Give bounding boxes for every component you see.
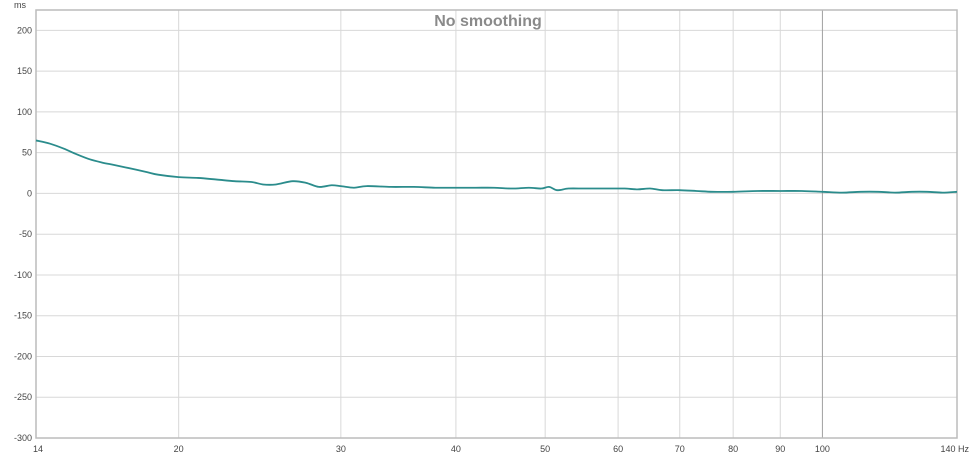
chart-title: No smoothing bbox=[434, 13, 542, 30]
y-tick-label: -100 bbox=[14, 270, 32, 280]
x-tick-label: 140 Hz bbox=[940, 444, 969, 454]
y-tick-label: 50 bbox=[22, 148, 32, 158]
y-tick-label: -150 bbox=[14, 311, 32, 321]
group-delay-line bbox=[35, 139, 958, 194]
grid bbox=[35, 10, 958, 439]
y-tick-label: 0 bbox=[27, 188, 32, 198]
x-tick-label: 50 bbox=[540, 444, 550, 454]
y-axis-unit: ms bbox=[14, 0, 26, 10]
y-tick-label: -300 bbox=[14, 433, 32, 443]
x-tick-label: 70 bbox=[675, 444, 685, 454]
y-tick-label: 200 bbox=[17, 25, 32, 35]
x-tick-label: 20 bbox=[174, 444, 184, 454]
x-tick-label: 40 bbox=[451, 444, 461, 454]
plot-frame bbox=[35, 9, 958, 439]
y-axis: 200 150 100 50 0 -50 -100 -150 -200 -250 -300 bbox=[14, 25, 32, 443]
y-tick-label: -250 bbox=[14, 392, 32, 402]
x-tick-label: 90 bbox=[775, 444, 785, 454]
y-tick-label: -50 bbox=[19, 229, 32, 239]
x-tick-label: 100 bbox=[815, 444, 830, 454]
x-tick-label: 30 bbox=[336, 444, 346, 454]
x-tick-label: 60 bbox=[613, 444, 623, 454]
y-tick-label: 100 bbox=[17, 107, 32, 117]
y-tick-label: 150 bbox=[17, 66, 32, 76]
x-axis: 14 20 30 40 50 60 70 80 90 100 140 Hz bbox=[33, 444, 969, 454]
x-tick-label: 14 bbox=[33, 444, 43, 454]
x-tick-label: 80 bbox=[728, 444, 738, 454]
y-tick-label: -200 bbox=[14, 351, 32, 361]
